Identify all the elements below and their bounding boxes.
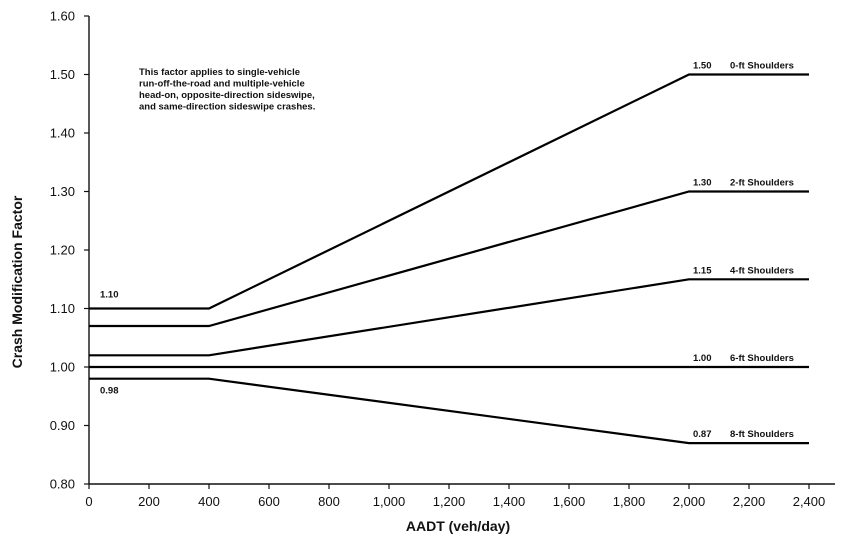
series-start-value: 1.10: [100, 290, 119, 301]
series-end-value: 1.50: [693, 61, 712, 72]
chart-note: This factor applies to single-vehicle ru…: [139, 67, 317, 113]
series-labels: 1.50 0-ft Shoulders 1.10 1.30 2-ft Shoulders…: [100, 61, 794, 441]
series-name-label: 0-ft Shoulders: [730, 61, 794, 72]
series-line-4-ft-shoulders: [89, 278, 809, 357]
y-axis-title: Crash Modification Factor: [9, 195, 25, 368]
y-tick-label: 0.90: [50, 418, 75, 433]
x-tick-label: 1,600: [553, 494, 586, 509]
series-line-8-ft-shoulders: [89, 377, 809, 445]
x-tick-label: 2,200: [733, 494, 766, 509]
y-tick-label: 1.20: [50, 243, 75, 258]
x-tick-label: 2,400: [793, 494, 826, 509]
note-line-4: and same-direction sideswipe crashes.: [139, 102, 315, 113]
series-end-value: 1.30: [693, 178, 712, 189]
x-axis-title: AADT (veh/day): [406, 518, 510, 534]
x-tick-label: 0: [85, 494, 92, 509]
series-name-label: 4-ft Shoulders: [730, 265, 794, 276]
ticks: 0.80 0.90 1.00 1.10 1.20 1.30 1.40 1.50 1.60 0 200…: [50, 9, 826, 510]
y-tick-label: 0.80: [50, 477, 75, 492]
x-tick-label: 1,200: [433, 494, 466, 509]
y-tick-label: 1.40: [50, 126, 75, 141]
series-end-value: 1.00: [693, 353, 712, 364]
series-line-0-ft-shoulders: [89, 73, 809, 310]
series-name-label: 6-ft Shoulders: [730, 353, 794, 364]
x-tick-label: 1,000: [373, 494, 406, 509]
x-tick-label: 200: [138, 494, 160, 509]
x-tick-label: 400: [198, 494, 220, 509]
series-line-2-ft-shoulders: [89, 190, 809, 328]
x-tick-label: 1,400: [493, 494, 526, 509]
note-line-2: run-off-the-road and multiple-vehicle: [139, 79, 305, 90]
note-line-3: head-on, opposite-direction sideswipe,: [139, 90, 315, 101]
series-start-value: 0.98: [100, 386, 119, 397]
x-tick-label: 800: [318, 494, 340, 509]
series-name-label: 8-ft Shoulders: [730, 429, 794, 440]
x-tick-label: 1,800: [613, 494, 646, 509]
series-lines: [89, 73, 809, 445]
series-name-label: 2-ft Shoulders: [730, 178, 794, 189]
y-tick-label: 1.00: [50, 360, 75, 375]
y-tick-label: 1.50: [50, 67, 75, 82]
y-tick-label: 1.30: [50, 184, 75, 199]
series-end-value: 0.87: [693, 429, 712, 440]
y-tick-label: 1.60: [50, 9, 75, 24]
y-tick-label: 1.10: [50, 301, 75, 316]
x-tick-label: 600: [258, 494, 280, 509]
note-line-1: This factor applies to single-vehicle: [139, 67, 300, 78]
series-end-value: 1.15: [693, 265, 712, 276]
x-tick-label: 2,000: [673, 494, 706, 509]
